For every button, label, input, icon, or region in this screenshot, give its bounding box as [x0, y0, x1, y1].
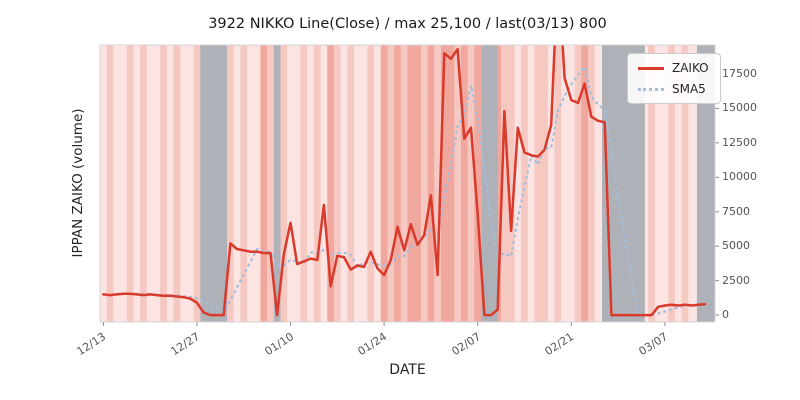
legend-label-zaiko: ZAIKO — [672, 61, 709, 75]
plot-border — [99, 44, 716, 323]
y-tick-label: 0 — [722, 308, 729, 322]
legend: ZAIKO SMA5 — [627, 53, 721, 104]
chart-title: 3922 NIKKO Line(Close) / max 25,100 / la… — [208, 16, 607, 32]
sma5-line — [128, 64, 707, 317]
zaiko-line — [102, 45, 707, 317]
legend-item-zaiko: ZAIKO — [638, 61, 709, 75]
tick-marks — [102, 73, 719, 326]
series-lines — [102, 45, 707, 317]
y-tick-label: 12500 — [722, 135, 757, 149]
y-tick-label: 2500 — [722, 273, 750, 287]
x-axis-label: DATE — [389, 362, 426, 378]
y-tick-label: 10000 — [722, 170, 757, 184]
y-tick-label: 15000 — [722, 101, 757, 115]
y-tick-label: 5000 — [722, 239, 750, 253]
y-tick-label: 7500 — [722, 204, 750, 218]
sma5-line-sample — [638, 87, 664, 91]
gray-bands — [200, 45, 715, 322]
legend-label-sma5: SMA5 — [672, 82, 706, 96]
zaiko-line-sample — [638, 66, 664, 70]
legend-item-sma5: SMA5 — [638, 82, 709, 96]
y-tick-label: 17500 — [722, 66, 757, 80]
